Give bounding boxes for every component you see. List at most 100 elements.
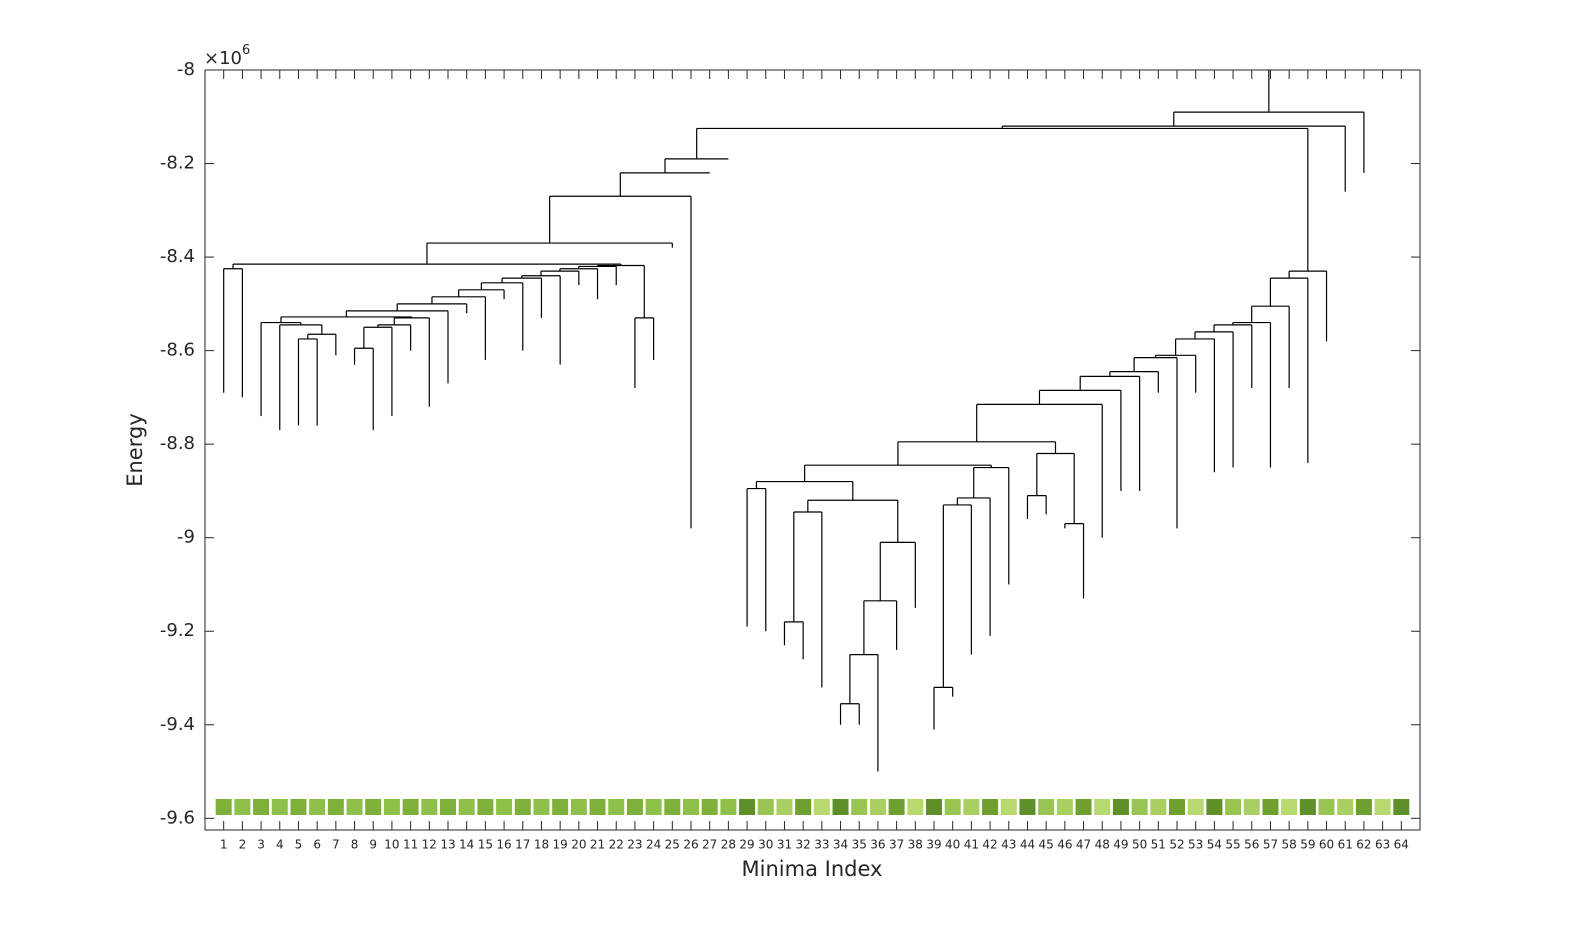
leaf-thumbnail [496,799,513,815]
x-tick-label: 29 [739,838,754,852]
leaf-thumbnail [402,799,419,815]
leaf-thumbnail [253,799,270,815]
x-tick-label: 56 [1244,838,1259,852]
leaf-thumbnail [1169,799,1185,815]
x-tick-label: 34 [833,838,848,852]
x-tick-label: 23 [627,838,642,852]
x-tick-label: 40 [945,838,960,852]
leaf-thumbnail [888,799,905,815]
leaf-thumbnail [1112,799,1129,815]
x-tick-label: 49 [1113,838,1128,852]
leaf-thumbnail [1355,799,1372,815]
leaf-thumbnail [720,799,737,815]
leaf-thumbnail [701,799,718,815]
leaf-thumbnail [421,799,438,815]
y-tick-label: -9.6 [160,807,195,828]
x-tick-label: 18 [534,838,549,852]
x-tick-label: 51 [1151,838,1166,852]
leaf-thumbnail [1243,799,1260,815]
leaf-thumbnail [290,799,307,815]
x-tick-label: 36 [870,838,885,852]
leaf-thumbnail [1281,799,1298,815]
x-axis-label: Minima Index [742,857,883,881]
x-tick-label: 62 [1356,838,1371,852]
x-tick-label: 4 [276,838,284,852]
x-tick-label: 27 [702,838,717,852]
leaf-thumbnail [907,799,924,815]
x-tick-label: 44 [1020,838,1035,852]
leaf-thumbnail [271,799,288,815]
x-tick-label: 33 [814,838,829,852]
x-tick-label: 21 [590,838,605,852]
leaf-thumbnail [215,799,232,815]
leaf-thumbnail [1075,799,1092,815]
x-tick-label: 1 [220,838,228,852]
x-tick-label: 46 [1057,838,1072,852]
x-tick-label: 3 [257,838,265,852]
leaf-thumbnail [1299,799,1316,815]
leaf-thumbnail [1206,799,1223,815]
leaf-thumbnail [608,799,625,815]
leaf-thumbnail [1318,799,1335,815]
leaf-thumbnail [327,799,344,815]
leaf-thumbnail [440,799,456,815]
x-tick-label: 11 [403,838,418,852]
leaf-thumbnail [458,799,475,815]
leaf-thumbnail [1150,799,1167,815]
leaf-thumbnail [570,799,587,815]
x-tick-label: 48 [1095,838,1110,852]
x-tick-label: 43 [1001,838,1016,852]
y-multiplier: ×106 [204,43,250,70]
leaf-thumbnail [533,799,550,815]
x-tick-label: 54 [1207,838,1222,852]
leaf-thumbnail [589,799,606,815]
x-tick-label: 53 [1188,838,1203,852]
leaf-thumbnail [1225,799,1242,815]
x-tick-label: 15 [478,838,493,852]
x-tick-label: 19 [553,838,568,852]
leaf-thumbnail [1038,799,1055,815]
x-tick-label: 7 [332,838,340,852]
x-tick-label: 38 [908,838,923,852]
x-tick-label: 16 [496,838,511,852]
leaf-thumbnail [683,799,699,815]
x-tick-label: 30 [758,838,773,852]
x-tick-label: 25 [665,838,680,852]
x-tick-label: 12 [422,838,437,852]
x-tick-label: 37 [889,838,904,852]
x-tick-label: 5 [295,838,303,852]
x-tick-label: 20 [571,838,586,852]
leaf-thumbnail [1056,799,1073,815]
leaf-thumbnail [851,799,868,815]
x-tick-label: 24 [646,838,661,852]
leaf-thumbnail [346,799,363,815]
y-tick-label: -9.4 [160,714,195,735]
x-tick-label: 6 [313,838,321,852]
x-tick-label: 35 [852,838,867,852]
leaf-thumbnail [1094,799,1111,815]
x-tick-label: 64 [1394,838,1409,852]
x-tick-label: 31 [777,838,792,852]
leaf-thumbnail [963,799,980,815]
x-tick-label: 32 [796,838,811,852]
x-tick-label: 45 [1039,838,1054,852]
x-tick-label: 42 [982,838,997,852]
leaf-thumbnail [869,799,886,815]
x-tick-label: 14 [459,838,474,852]
x-tick-label: 55 [1225,838,1240,852]
x-tick-label: 13 [440,838,455,852]
leaf-thumbnail [1131,799,1148,815]
x-tick-label: 58 [1282,838,1297,852]
leaf-thumbnail [234,799,251,815]
y-axis-label: Energy [123,413,147,487]
leaf-thumbnail [552,799,569,815]
leaf-thumbnail [944,799,961,815]
x-tick-label: 9 [369,838,377,852]
y-tick-label: -8.6 [160,340,195,361]
leaf-thumbnail [776,799,793,815]
x-tick-label: 41 [964,838,979,852]
leaf-thumbnail [795,799,812,815]
leaf-thumbnail [1187,799,1204,815]
